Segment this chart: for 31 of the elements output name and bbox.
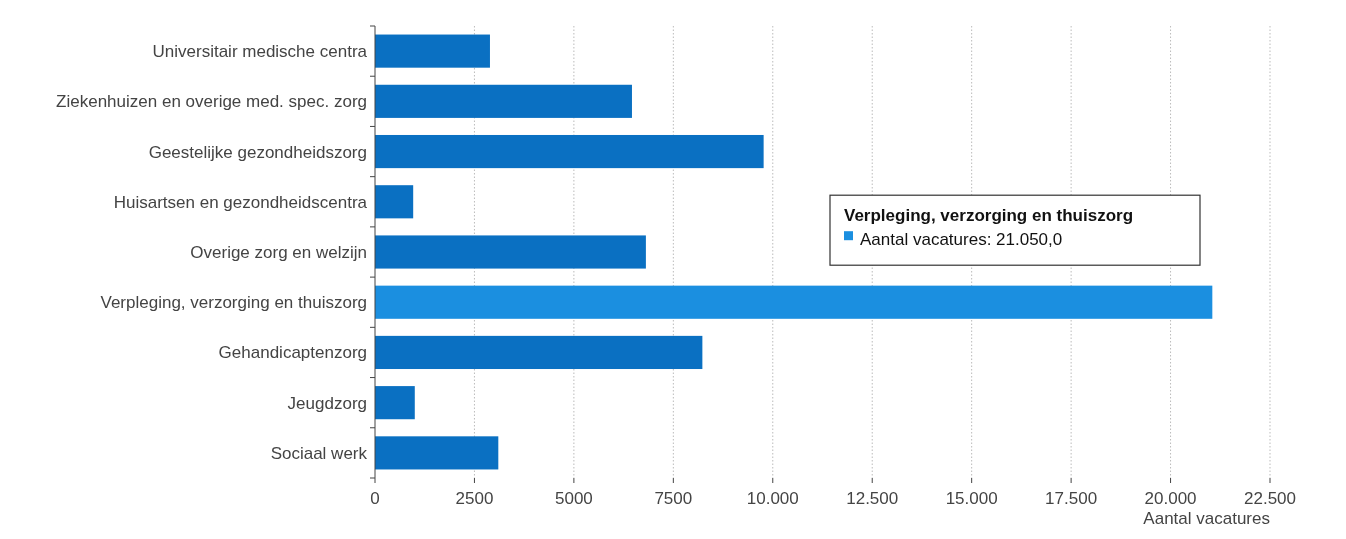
x-tick-label: 10.000 <box>746 489 799 508</box>
bar <box>375 285 1213 319</box>
bar <box>375 436 499 470</box>
bar <box>375 84 632 118</box>
annotation: Aantal vacatures: 21.050,0 <box>860 230 1063 250</box>
y-tick-label: Universitair medische centra <box>152 42 368 62</box>
x-tick-label: 12.500 <box>846 489 899 508</box>
y-tick-label: Gehandicaptenzorg <box>218 343 367 363</box>
y-tick-label: Overige zorg en welzijn <box>190 242 367 262</box>
bar <box>375 235 646 269</box>
bar <box>375 386 415 420</box>
y-tick-label: Verpleging, verzorging en thuiszorg <box>100 293 367 313</box>
x-tick-label: 22.500 <box>1244 489 1296 508</box>
x-tick-label: 0 <box>370 489 380 508</box>
y-tick-label: Jeugdzorg <box>287 393 367 413</box>
x-tick-label: 7500 <box>654 489 693 508</box>
x-tick-label: 17.500 <box>1045 489 1098 508</box>
bar <box>375 335 703 370</box>
x-axis-title: Aantal vacatures <box>1143 509 1270 528</box>
annotation: Verpleging, verzorging en thuiszorg <box>844 206 1134 226</box>
y-tick-label: Geestelijke gezondheidszorg <box>148 142 367 162</box>
x-tick-label: 20.000 <box>1144 489 1197 508</box>
bar <box>375 34 490 68</box>
bar <box>375 185 414 219</box>
y-tick-label: Huisartsen en gezondheidscentra <box>113 192 368 212</box>
x-tick-label: 15.000 <box>945 489 998 508</box>
y-tick-label: Ziekenhuizen en overige med. spec. zorg <box>56 92 367 112</box>
x-tick-label: 5000 <box>554 489 593 508</box>
x-tick-label: 2500 <box>455 489 494 508</box>
y-tick-label: Sociaal werk <box>270 443 368 463</box>
bar <box>375 134 764 169</box>
